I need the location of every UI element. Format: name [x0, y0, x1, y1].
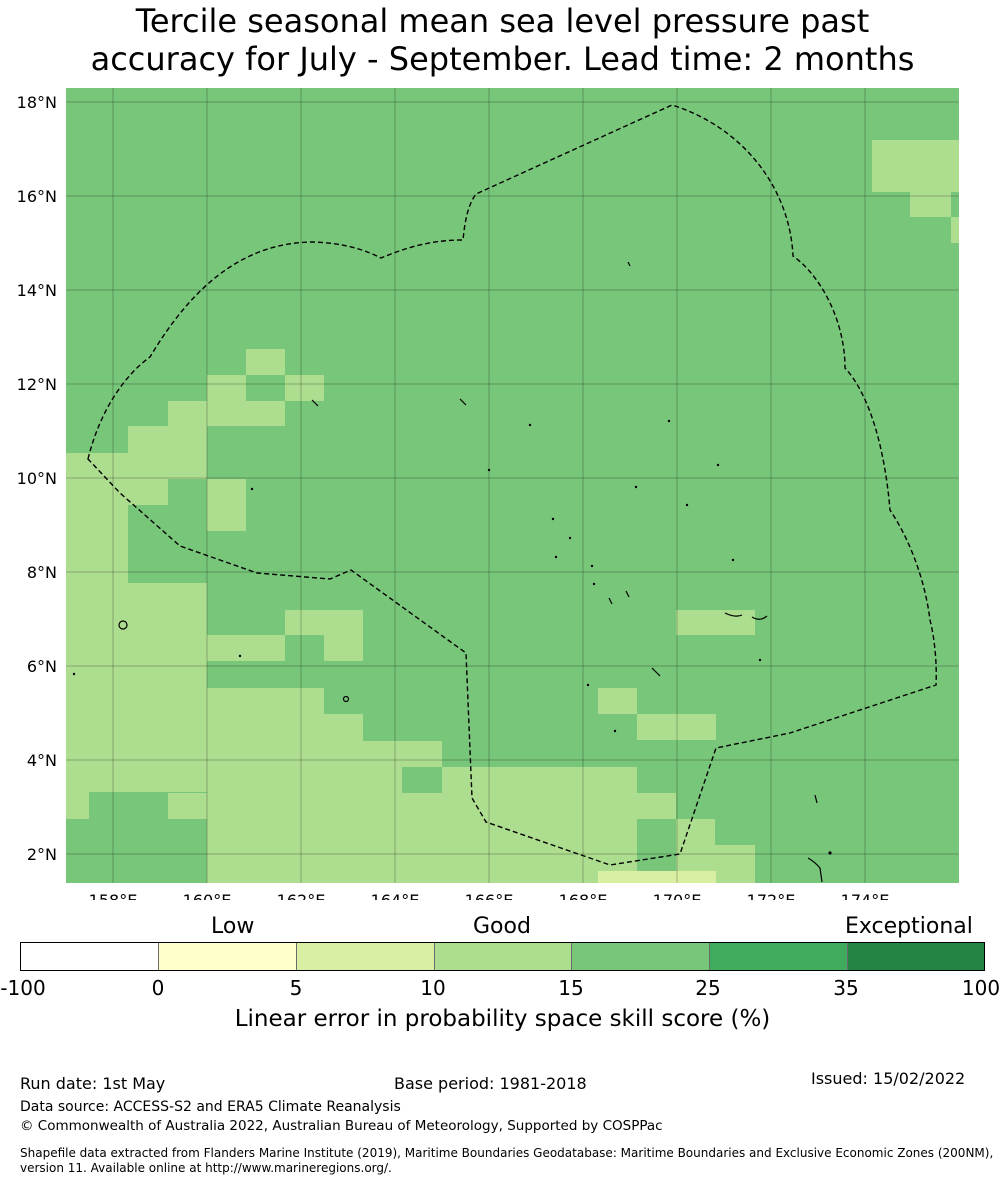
- map-area: [66, 88, 959, 883]
- issued-date: Issued: 15/02/2022: [811, 1069, 966, 1088]
- lat-label: 8°N: [27, 563, 57, 582]
- data-source: Data source: ACCESS-S2 and ERA5 Climate …: [20, 1099, 401, 1115]
- lat-label: 14°N: [17, 281, 57, 300]
- skill-band-5-10: [598, 871, 716, 883]
- lon-label: 164°E: [371, 891, 420, 900]
- lat-label: 4°N: [27, 751, 57, 770]
- graticule: [66, 88, 959, 883]
- colorbar-tick: 35: [833, 976, 859, 1000]
- eez-boundary: [87, 104, 937, 866]
- lat-label: 18°N: [17, 93, 57, 112]
- category-label-exceptional: Exceptional: [845, 914, 973, 939]
- base-period: Base period: 1981-2018: [394, 1074, 587, 1093]
- lat-label: 12°N: [17, 375, 57, 394]
- lon-label: 160°E: [183, 891, 232, 900]
- colorbar-tick: 10: [420, 976, 446, 1000]
- colorbar-segment: [572, 943, 710, 970]
- colorbar-segment: [848, 943, 984, 970]
- colorbar-tick: 0: [151, 976, 165, 1000]
- colorbar-tick: 15: [558, 976, 584, 1000]
- skill-map: 18°N 16°N 14°N 12°N 10°N 8°N 6°N 4°N 2°N…: [17, 88, 959, 900]
- colorbar-tick: 25: [695, 976, 721, 1000]
- colorbar-segment: [435, 943, 572, 970]
- lat-label: 16°N: [17, 187, 57, 206]
- skill-band-10-15: [66, 140, 959, 883]
- shapefile-credit-line-2: version 11. Available online at http://w…: [20, 1161, 392, 1175]
- lon-label: 172°E: [747, 891, 796, 900]
- lat-label: 10°N: [17, 469, 57, 488]
- shapefile-credit: Shapefile data extracted from Flanders M…: [20, 1146, 1000, 1176]
- lon-label: 168°E: [559, 891, 608, 900]
- colorbar-tick: 100: [961, 976, 1001, 1000]
- islands: [72, 261, 832, 883]
- lat-label: 6°N: [27, 657, 57, 676]
- category-label-good: Good: [473, 914, 531, 939]
- copyright: © Commonwealth of Australia 2022, Austra…: [20, 1118, 663, 1134]
- longitude-labels: 158°E 160°E 162°E 164°E 166°E 168°E 170°…: [89, 891, 890, 900]
- lon-label: 174°E: [841, 891, 890, 900]
- latitude-labels: 18°N 16°N 14°N 12°N 10°N 8°N 6°N 4°N 2°N: [17, 93, 57, 864]
- colorbar: [20, 942, 985, 971]
- lon-label: 166°E: [465, 891, 514, 900]
- colorbar-label: Linear error in probability space skill …: [234, 1006, 771, 1032]
- colorbar-tick: 5: [289, 976, 303, 1000]
- lon-label: 158°E: [89, 891, 138, 900]
- category-label-low: Low: [211, 914, 255, 939]
- map-title: Tercile seasonal mean sea level pressure…: [0, 2, 1005, 78]
- title-line-1: Tercile seasonal mean sea level pressure…: [135, 2, 870, 40]
- run-date: Run date: 1st May: [20, 1074, 166, 1093]
- lon-label: 162°E: [277, 891, 326, 900]
- colorbar-segment: [710, 943, 848, 970]
- lat-label: 2°N: [27, 845, 57, 864]
- title-line-2: accuracy for July - September. Lead time…: [90, 40, 915, 78]
- colorbar-tick: -100: [0, 976, 46, 1000]
- colorbar-segment: [297, 943, 435, 970]
- lon-label: 170°E: [653, 891, 702, 900]
- colorbar-segment: [21, 943, 159, 970]
- shapefile-credit-line-1: Shapefile data extracted from Flanders M…: [20, 1146, 994, 1160]
- colorbar-segment: [159, 943, 297, 970]
